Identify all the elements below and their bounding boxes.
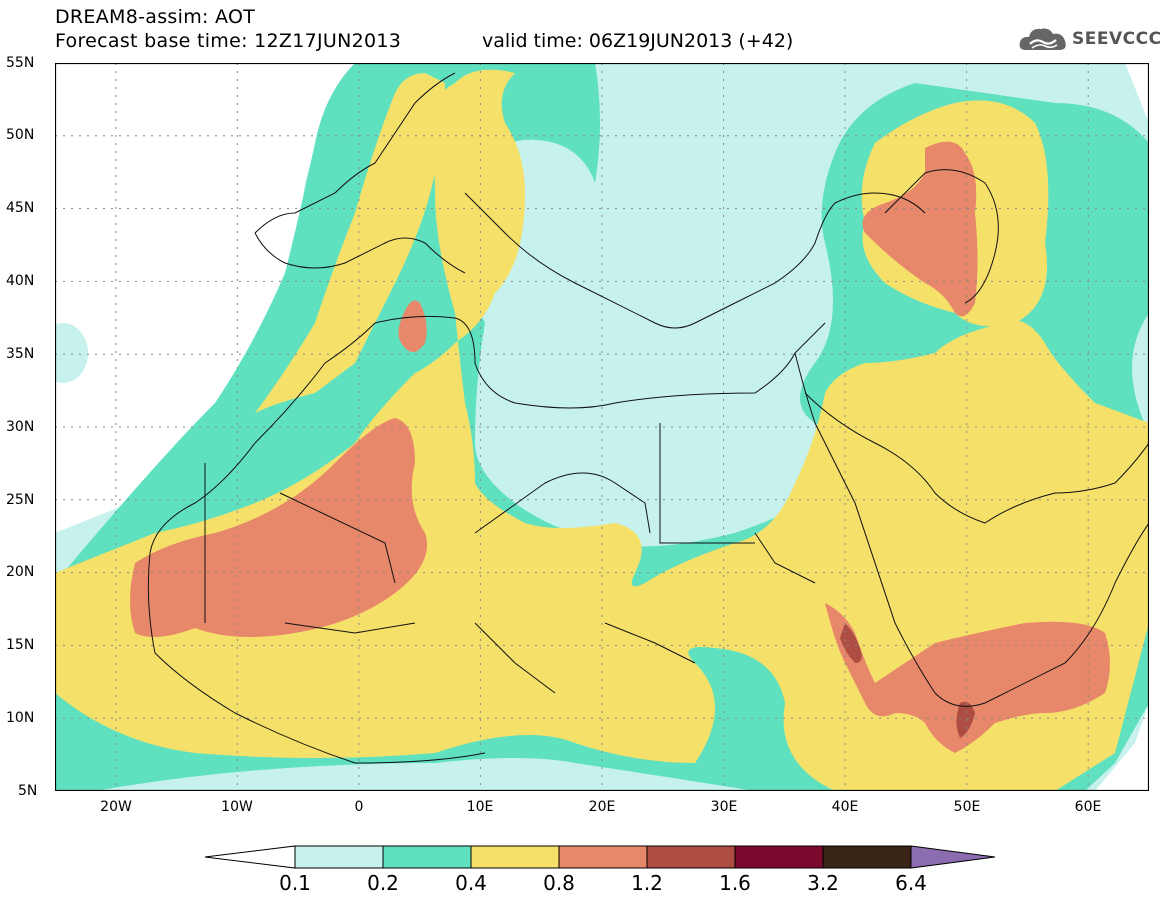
lat-label: 20N [6,564,35,580]
lon-label: 30E [710,799,738,815]
colorbar-label: 1.2 [631,871,663,895]
lon-label: 60E [1074,799,1102,815]
lat-label: 15N [6,637,35,653]
colorbar-label: 6.4 [895,871,927,895]
lon-label: 0 [354,799,364,815]
colorbar-over-arrow [910,845,996,869]
logo-text: SEEVCCC [1072,29,1162,49]
colorbar-swatch [734,845,824,869]
colorbar-label: 1.6 [719,871,751,895]
lat-label: 10N [6,710,35,726]
colorbar-swatch [646,845,736,869]
lon-label: 20E [588,799,616,815]
lon-label: 40E [831,799,859,815]
colorbar-label: 0.1 [279,871,311,895]
lat-label: 35N [6,346,35,362]
valid-time: valid time: 06Z19JUN2013 (+42) [482,30,794,52]
lat-label: 30N [6,419,35,435]
lat-label: 40N [6,273,35,289]
colorbar-label: 0.8 [543,871,575,895]
lon-label: 50E [953,799,981,815]
lon-label: 20W [100,799,132,815]
map-title: DREAM8-assim: AOT [55,6,256,28]
colorbar-under-arrow [204,845,296,869]
graticule [55,63,1149,791]
colorbar-swatch [558,845,648,869]
lat-label: 5N [18,783,38,799]
lat-label: 45N [6,200,35,216]
lat-label: 50N [6,127,35,143]
lon-label: 10E [466,799,494,815]
map-panel [38,62,1150,792]
colorbar-swatch [294,845,384,869]
colorbar-label: 0.2 [367,871,399,895]
colorbar-swatch [382,845,472,869]
cloud-logo-icon [1019,28,1066,50]
aot-colorbar [204,843,1000,875]
seevccc-logo: SEEVCCC [1018,24,1162,54]
lon-label: 10W [221,799,253,815]
lat-label: 55N [6,55,35,71]
lat-label: 25N [6,492,35,508]
aot-map [38,62,1150,792]
colorbar-swatch [822,845,912,869]
aot-contour-0.8 [130,141,1110,753]
colorbar-label: 0.4 [455,871,487,895]
colorbar-label: 3.2 [807,871,839,895]
forecast-base-time: Forecast base time: 12Z17JUN2013 [55,30,402,52]
colorbar-swatch [470,845,560,869]
coastlines [147,72,1150,764]
